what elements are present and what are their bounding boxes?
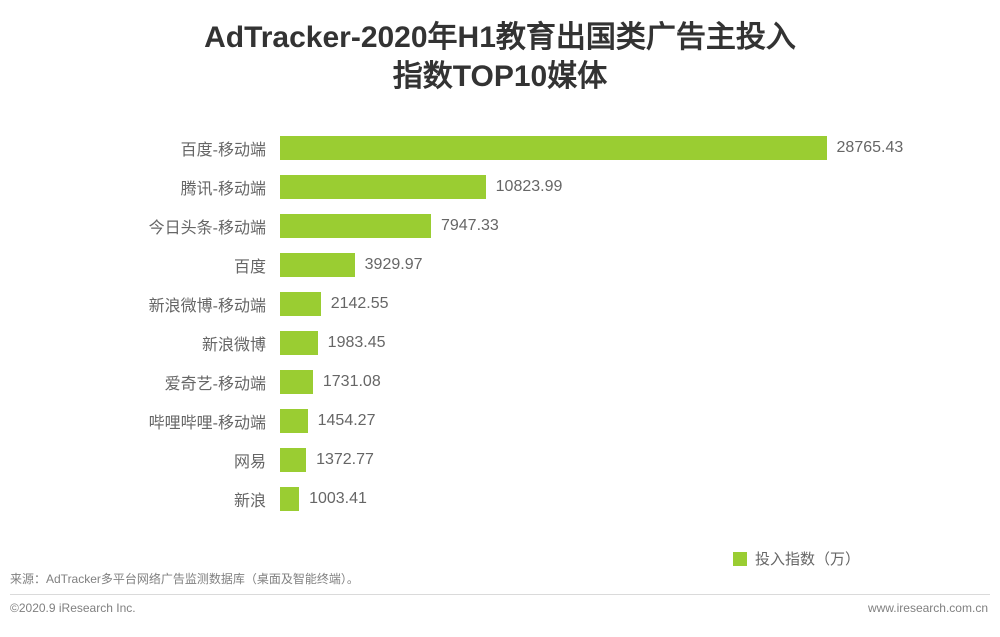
bar <box>280 292 321 316</box>
bar-row: 网易 1372.77 <box>80 442 920 478</box>
bar <box>280 448 306 472</box>
value-label: 10823.99 <box>486 178 563 196</box>
bar <box>280 175 486 199</box>
bar-row: 百度-移动端 28765.43 <box>80 130 920 166</box>
category-label: 新浪 <box>80 487 280 511</box>
bar-chart: 百度-移动端 28765.43 腾讯-移动端 10823.99 今日头条-移动端… <box>80 130 920 530</box>
value-label: 1003.41 <box>299 490 367 508</box>
bar-zone: 1454.27 <box>280 409 920 433</box>
url-text: www.iresearch.com.cn <box>868 601 988 615</box>
copyright-text: ©2020.9 iResearch Inc. <box>10 601 136 615</box>
bar <box>280 487 299 511</box>
category-label: 网易 <box>80 448 280 472</box>
bar-zone: 1983.45 <box>280 331 920 355</box>
bar-zone: 1372.77 <box>280 448 920 472</box>
bar-row: 哔哩哔哩-移动端 1454.27 <box>80 403 920 439</box>
divider <box>10 594 990 595</box>
bar-zone: 3929.97 <box>280 253 920 277</box>
bar <box>280 331 318 355</box>
bar-zone: 2142.55 <box>280 292 920 316</box>
bar <box>280 409 308 433</box>
value-label: 1731.08 <box>313 373 381 391</box>
value-label: 1372.77 <box>306 451 374 469</box>
category-label: 哔哩哔哩-移动端 <box>80 409 280 433</box>
value-label: 1454.27 <box>308 412 376 430</box>
bar <box>280 253 355 277</box>
bar-zone: 1003.41 <box>280 487 920 511</box>
category-label: 百度 <box>80 253 280 277</box>
category-label: 爱奇艺-移动端 <box>80 370 280 394</box>
category-label: 今日头条-移动端 <box>80 214 280 238</box>
bar-row: 新浪 1003.41 <box>80 481 920 517</box>
bar-zone: 1731.08 <box>280 370 920 394</box>
category-label: 新浪微博-移动端 <box>80 292 280 316</box>
legend-label: 投入指数（万） <box>755 548 860 569</box>
bar <box>280 136 827 160</box>
bar-row: 百度 3929.97 <box>80 247 920 283</box>
value-label: 3929.97 <box>355 256 423 274</box>
bar-zone: 10823.99 <box>280 175 920 199</box>
category-label: 新浪微博 <box>80 331 280 355</box>
bar-row: 新浪微博-移动端 2142.55 <box>80 286 920 322</box>
value-label: 7947.33 <box>431 217 499 235</box>
bar-zone: 28765.43 <box>280 136 920 160</box>
bar-row: 爱奇艺-移动端 1731.08 <box>80 364 920 400</box>
bar <box>280 214 431 238</box>
category-label: 百度-移动端 <box>80 136 280 160</box>
title-line1: AdTracker-2020年H1教育出国类广告主投入 <box>0 18 1000 57</box>
chart-title: AdTracker-2020年H1教育出国类广告主投入 指数TOP10媒体 <box>0 0 1000 96</box>
value-label: 28765.43 <box>827 139 904 157</box>
bar-row: 腾讯-移动端 10823.99 <box>80 169 920 205</box>
bar-row: 新浪微博 1983.45 <box>80 325 920 361</box>
bar <box>280 370 313 394</box>
bar-zone: 7947.33 <box>280 214 920 238</box>
bar-row: 今日头条-移动端 7947.33 <box>80 208 920 244</box>
category-label: 腾讯-移动端 <box>80 175 280 199</box>
title-line2: 指数TOP10媒体 <box>0 57 1000 96</box>
source-text: 来源：AdTracker多平台网络广告监测数据库（桌面及智能终端）。 <box>10 570 359 587</box>
value-label: 2142.55 <box>321 295 389 313</box>
legend: 投入指数（万） <box>733 548 860 569</box>
value-label: 1983.45 <box>318 334 386 352</box>
legend-swatch <box>733 552 747 566</box>
